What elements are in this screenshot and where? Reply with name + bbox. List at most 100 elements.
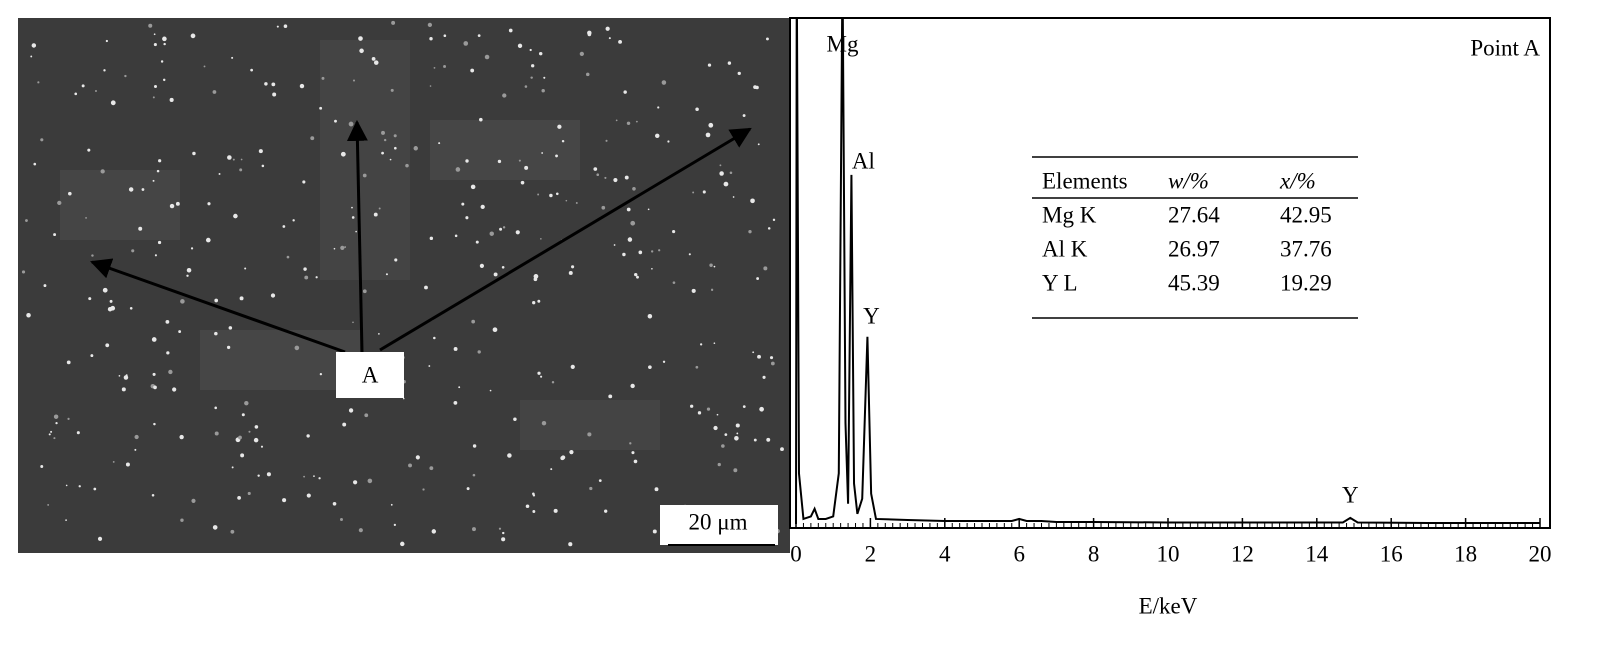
particle	[766, 437, 771, 442]
label-box	[336, 352, 404, 398]
particle	[654, 487, 659, 492]
particle	[100, 169, 105, 174]
table-header: x/%	[1279, 168, 1316, 193]
particle	[470, 184, 476, 190]
particle	[655, 133, 660, 139]
particle	[433, 67, 436, 69]
particle	[207, 202, 211, 206]
particle	[157, 240, 162, 245]
particle	[753, 85, 757, 89]
particle	[260, 445, 264, 448]
particle	[651, 267, 653, 270]
particle	[179, 434, 184, 440]
particle	[772, 218, 776, 222]
particle	[192, 151, 196, 156]
particle	[692, 191, 695, 194]
plot-frame	[789, 17, 1551, 529]
particle	[695, 107, 699, 112]
particle	[103, 69, 106, 72]
particle	[231, 56, 234, 59]
particle	[537, 299, 541, 303]
particle	[543, 76, 546, 79]
particle	[759, 406, 764, 412]
particle	[502, 93, 507, 98]
particle	[244, 267, 247, 270]
particle	[571, 265, 575, 269]
particle	[626, 207, 631, 212]
particle	[109, 299, 113, 303]
particle	[125, 374, 128, 377]
particle	[123, 375, 129, 380]
particle	[551, 380, 555, 384]
particle	[97, 536, 103, 541]
particle	[355, 230, 357, 233]
particle	[541, 89, 545, 93]
particle	[636, 275, 639, 279]
particle	[239, 296, 244, 301]
particle	[214, 406, 217, 410]
particle	[228, 326, 233, 330]
particle	[352, 321, 354, 324]
particle	[40, 465, 44, 468]
particle	[373, 212, 378, 217]
particle	[359, 48, 364, 54]
particle	[362, 173, 367, 178]
table-cell: 26.97	[1168, 236, 1220, 261]
particle	[299, 83, 305, 89]
particle	[112, 460, 115, 463]
particle	[282, 225, 286, 228]
particle	[517, 43, 523, 48]
particle	[351, 206, 353, 209]
particle	[688, 253, 691, 256]
particle	[422, 488, 425, 491]
particle	[258, 149, 263, 154]
table-cell: Y L	[1042, 270, 1078, 295]
particle	[502, 226, 506, 229]
particle	[638, 250, 643, 255]
particle	[593, 167, 598, 171]
particle	[502, 531, 505, 535]
particle	[175, 201, 180, 206]
particle	[141, 188, 145, 191]
particle	[162, 78, 166, 82]
particle	[65, 484, 68, 487]
particle	[710, 288, 714, 292]
particle	[152, 96, 155, 99]
particle	[340, 151, 346, 157]
particle	[631, 451, 635, 455]
particle	[358, 528, 363, 533]
particle	[540, 375, 543, 378]
particle	[306, 434, 310, 438]
particle	[333, 247, 336, 250]
particle	[85, 217, 87, 219]
particle	[31, 43, 37, 48]
particle	[373, 60, 379, 65]
particle	[231, 466, 234, 469]
particle	[385, 273, 388, 276]
particle	[271, 82, 276, 87]
grain	[200, 330, 360, 390]
particle	[716, 413, 719, 416]
particle	[463, 41, 469, 46]
particle	[390, 503, 393, 506]
particle	[705, 132, 711, 138]
particle	[102, 287, 108, 293]
particle	[672, 281, 676, 284]
particle	[443, 34, 447, 38]
particle	[94, 89, 97, 92]
table-header: w/%	[1168, 168, 1209, 193]
x-tick-label: 10	[1157, 541, 1180, 566]
particle	[90, 354, 94, 358]
particle	[709, 263, 713, 267]
particle	[471, 319, 476, 324]
particle	[520, 180, 525, 185]
x-tick-label: 16	[1380, 541, 1403, 566]
particle	[25, 219, 28, 222]
particle	[455, 167, 461, 172]
particle	[50, 430, 53, 433]
particle	[466, 487, 470, 491]
particle	[429, 236, 434, 241]
particle	[203, 65, 206, 68]
particle	[530, 76, 533, 79]
particle	[627, 237, 633, 242]
